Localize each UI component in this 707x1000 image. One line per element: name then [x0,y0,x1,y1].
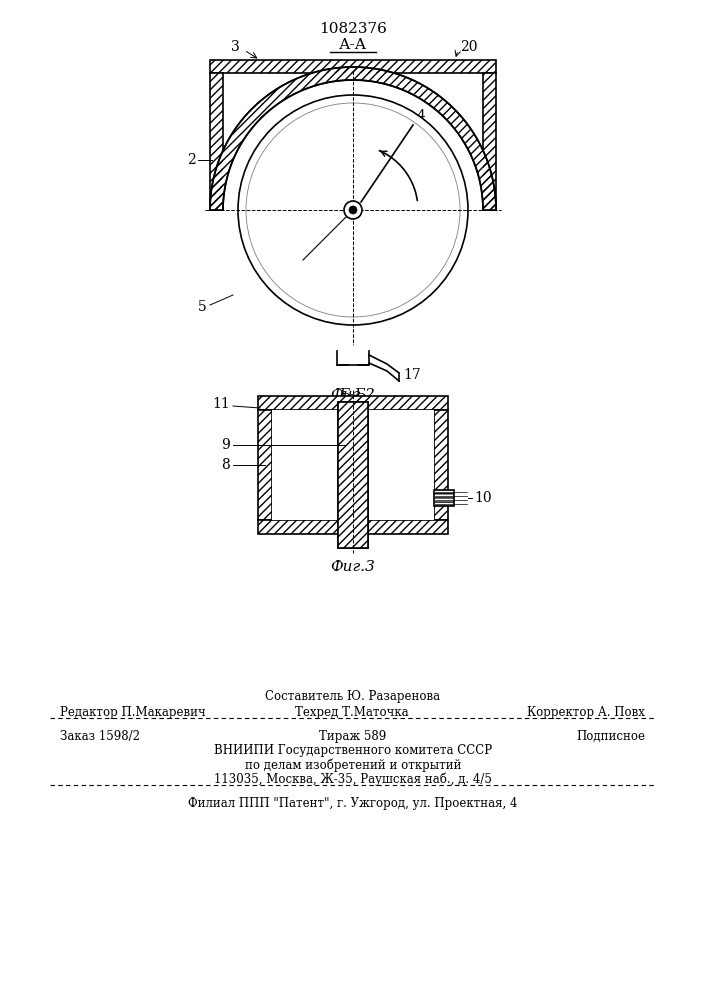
Text: 11: 11 [212,397,230,411]
Text: v: v [312,232,319,244]
Bar [483,73,496,210]
Bar [258,410,272,520]
Text: 10: 10 [474,491,491,505]
Text: ВНИИПИ Государственного комитета СССР: ВНИИПИ Государственного комитета СССР [214,744,492,757]
Circle shape [344,201,362,219]
Bar [338,402,368,548]
Polygon shape [210,67,496,210]
Text: 4: 4 [417,109,426,123]
Bar [210,60,496,73]
Text: А-А: А-А [339,38,367,52]
Text: Техред Т.Маточка: Техред Т.Маточка [295,706,409,719]
Bar [210,73,223,210]
Text: 20: 20 [460,40,477,54]
Text: Составитель Ю. Разаренова: Составитель Ю. Разаренова [265,690,440,703]
Text: 2: 2 [187,153,196,167]
Text: Б-Б: Б-Б [339,388,367,402]
Text: 3: 3 [231,40,240,54]
Text: по делам изобретений и открытий: по делам изобретений и открытий [245,758,461,772]
Text: Фиг.2: Фиг.2 [331,388,375,402]
Bar [210,60,496,73]
Text: Заказ 1598/2: Заказ 1598/2 [60,730,140,743]
Bar [338,402,368,548]
Circle shape [238,95,468,325]
Text: Корректор А. Повх: Корректор А. Повх [527,706,645,719]
Bar [258,520,448,534]
Text: Филиал ППП "Патент", г. Ужгород, ул. Проектная, 4: Филиал ППП "Патент", г. Ужгород, ул. Про… [188,797,518,810]
Text: 8: 8 [221,458,230,472]
Bar [272,410,434,520]
Text: Редактор П.Макаревич: Редактор П.Макаревич [60,706,206,719]
Text: Подписное: Подписное [576,730,645,743]
Bar [434,410,448,520]
Bar [434,490,454,506]
Bar [338,402,368,548]
Bar [258,410,272,520]
Bar [258,396,448,410]
Text: Фиг.3: Фиг.3 [331,560,375,574]
Bar [483,73,496,210]
Bar [434,490,454,506]
Bar [338,402,368,548]
Text: 113035, Москва, Ж-35, Раушская наб., д. 4/5: 113035, Москва, Ж-35, Раушская наб., д. … [214,772,492,786]
Bar [434,410,448,520]
Text: 9: 9 [221,438,230,452]
Text: 5: 5 [198,300,207,314]
Circle shape [349,206,357,214]
Text: 17: 17 [403,368,421,382]
Bar [258,520,448,534]
Bar [210,73,223,210]
Text: 1082376: 1082376 [319,22,387,36]
Text: Тираж 589: Тираж 589 [320,730,387,743]
Bar [258,396,448,410]
